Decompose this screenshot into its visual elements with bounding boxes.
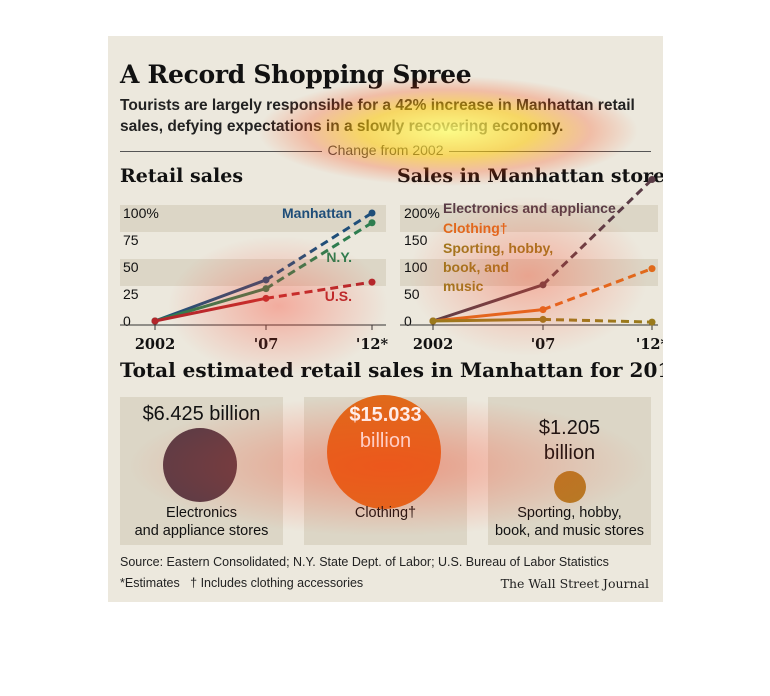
data-point [262,276,270,284]
x-tick-label: '12* [356,336,389,353]
grid-band [120,205,386,232]
series-line-estimate [265,221,373,290]
series-label: Sporting, hobby, [443,240,553,256]
x-tick-label: '12* [636,336,663,353]
data-point [151,317,159,325]
data-point [262,294,270,302]
x-tick-label: 2002 [413,336,453,353]
bubble-value-clothing-line1: $15.033 [349,404,422,426]
data-point [368,278,376,286]
series-line-estimate [265,280,373,300]
source-note: Source: Eastern Consolidated; N.Y. State… [120,555,609,569]
data-point [648,176,656,184]
series-line-actual [154,287,267,323]
series-label: book, and [443,259,509,275]
series-label: music [443,278,484,294]
y-tick-label: 50 [123,259,139,275]
bubble-value-clothing-line2: billion [359,430,412,452]
bubble-value-sporting-line2: billion [543,442,596,464]
data-point [368,209,376,217]
grid-band [400,205,658,232]
series-line-actual [432,308,544,323]
y-tick-label: 100 [404,259,428,275]
divider-label: Change from 2002 [321,142,450,158]
series-label: N.Y. [326,249,352,265]
bubble-value-electronics: $6.425 billion [142,403,261,425]
x-tick-label: '07 [254,336,279,353]
bubble-electronics [163,428,237,502]
y-tick-label: 25 [123,286,139,302]
data-point [368,219,376,227]
data-point [539,281,547,289]
series-label: U.S. [325,288,352,304]
totals-title: Total estimated retail sales in Manhatta… [120,358,663,382]
grid-band [120,259,386,286]
bubble-box-electronics: $6.425 billion Electronics and appliance… [120,397,283,545]
series-label: Manhattan [282,205,352,221]
chart1-title: Retail sales [120,165,244,187]
data-point [539,306,547,314]
bubble-value-sporting-line1: $1.205 [538,417,601,439]
series-line-actual [432,317,544,323]
chart2-title: Sales in Manhattan stores [397,165,663,187]
bubble-clothing [327,395,441,509]
credit: The Wall Street Journal [500,576,649,591]
data-point [648,318,656,326]
bubble-label-electronics: Electronics and appliance stores [134,505,269,539]
bubble-label-sporting: Sporting, hobby, book, and music stores [494,505,645,539]
footnotes: *Estimates † Includes clothing accessori… [120,576,364,590]
y-tick-label: 75 [123,232,139,248]
series-line-estimate [542,267,653,312]
bubble-box-sporting: $1.205 billion Sporting, hobby, book, an… [488,397,651,545]
data-point [262,285,270,293]
y-tick-label: 150 [404,232,428,248]
series-line-actual [154,296,267,323]
y-tick-label: 100% [123,205,159,221]
bubble-box-clothing: $15.033 billion Clothing† [304,395,467,545]
bubble-sporting [554,471,586,503]
x-tick-label: '07 [531,336,556,353]
series-line-estimate [542,317,653,324]
data-point [648,265,656,273]
y-tick-label: 50 [404,286,420,302]
subtitle: Tourists are largely responsible for a 4… [120,97,635,135]
series-line-estimate [265,211,373,282]
y-tick-label: 0 [123,313,131,329]
bubble-label-clothing: Clothing† [354,505,417,521]
divider-label-wrap: Change from 2002 [108,142,663,158]
series-label: Electronics and appliance [443,200,616,216]
x-tick-label: 2002 [135,336,175,353]
page-title: A Record Shopping Spree [120,60,472,89]
data-point [429,317,437,325]
infographic-panel: A Record Shopping Spree Tourists are lar… [108,36,663,602]
y-tick-label: 200% [404,205,440,221]
series-label: Clothing† [443,220,508,236]
y-tick-label: 0 [404,313,412,329]
grid-band [400,259,658,286]
series-line-actual [432,283,544,323]
data-point [539,315,547,323]
